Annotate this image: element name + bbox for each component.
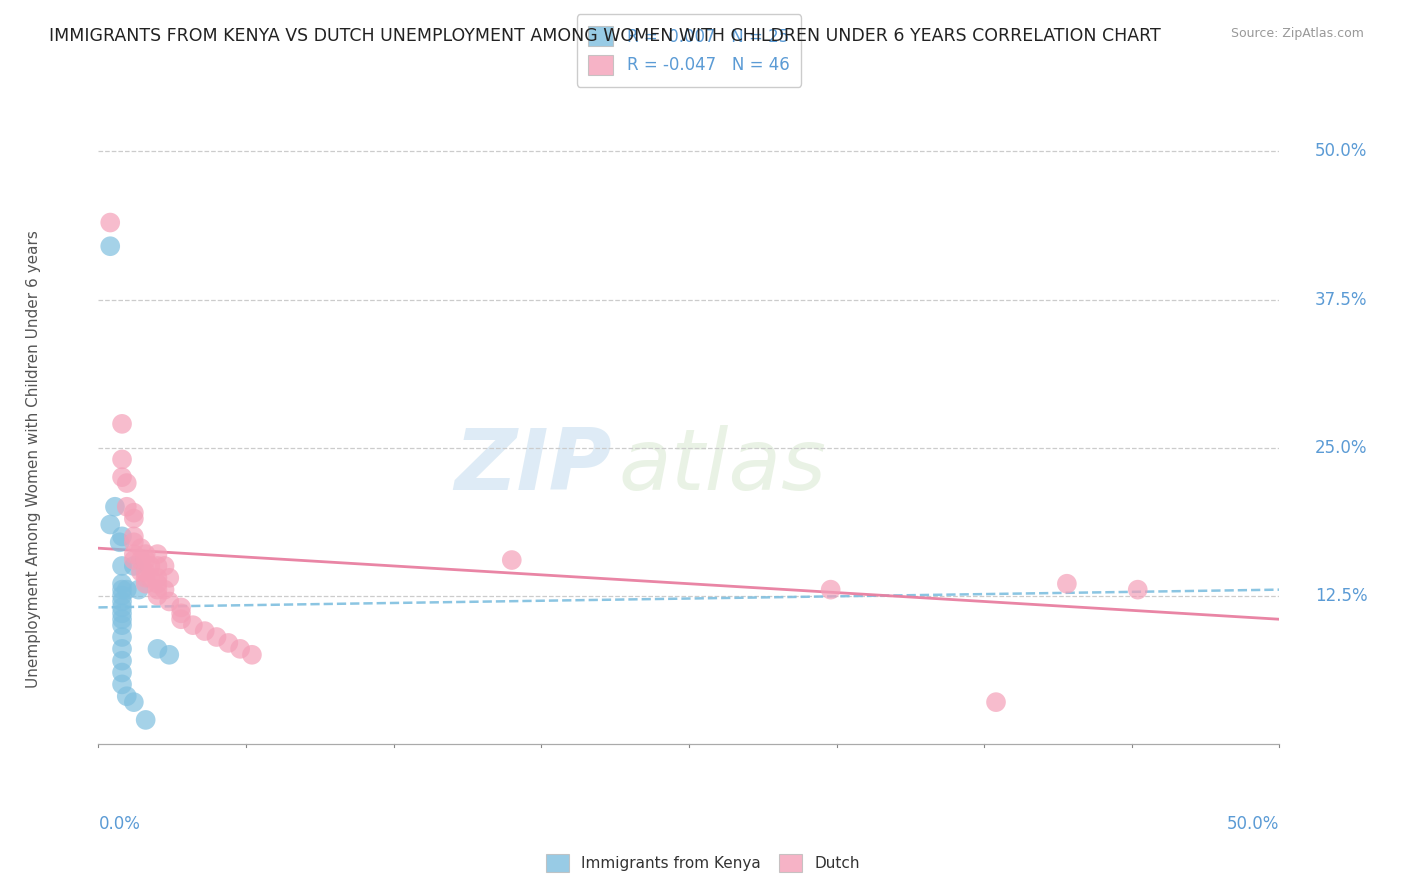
Point bbox=[146, 582, 169, 597]
Point bbox=[111, 641, 134, 656]
Point bbox=[111, 600, 134, 615]
Point bbox=[135, 713, 157, 727]
Point bbox=[146, 589, 169, 603]
Point bbox=[122, 547, 145, 561]
Text: ZIP: ZIP bbox=[454, 425, 612, 508]
Point bbox=[181, 618, 204, 632]
Point bbox=[170, 612, 193, 626]
Text: Source: ZipAtlas.com: Source: ZipAtlas.com bbox=[1230, 27, 1364, 40]
Point bbox=[111, 582, 134, 597]
Point bbox=[146, 571, 169, 585]
Point bbox=[122, 529, 145, 543]
Point bbox=[205, 630, 228, 644]
Point bbox=[111, 558, 134, 573]
Point bbox=[153, 582, 176, 597]
Text: IMMIGRANTS FROM KENYA VS DUTCH UNEMPLOYMENT AMONG WOMEN WITH CHILDREN UNDER 6 YE: IMMIGRANTS FROM KENYA VS DUTCH UNEMPLOYM… bbox=[49, 27, 1161, 45]
Point bbox=[111, 612, 134, 626]
Point bbox=[135, 565, 157, 579]
Point bbox=[122, 558, 145, 573]
Point bbox=[170, 607, 193, 621]
Point bbox=[984, 695, 1007, 709]
Point bbox=[129, 541, 152, 556]
Point bbox=[194, 624, 217, 639]
Point bbox=[217, 636, 239, 650]
Text: 0.0%: 0.0% bbox=[98, 814, 141, 832]
Legend: R =  0.007   N = 25, R = -0.047   N = 46: R = 0.007 N = 25, R = -0.047 N = 46 bbox=[576, 14, 801, 87]
Point bbox=[1126, 582, 1149, 597]
Point bbox=[115, 476, 138, 491]
Point bbox=[111, 630, 134, 644]
Point bbox=[111, 618, 134, 632]
Point bbox=[129, 565, 152, 579]
Text: 12.5%: 12.5% bbox=[1315, 587, 1368, 605]
Point bbox=[157, 648, 180, 662]
Point bbox=[111, 654, 134, 668]
Point bbox=[111, 470, 134, 484]
Point bbox=[111, 589, 134, 603]
Point bbox=[146, 576, 169, 591]
Point bbox=[111, 452, 134, 467]
Point bbox=[98, 239, 121, 253]
Point bbox=[111, 607, 134, 621]
Point bbox=[111, 529, 134, 543]
Text: Unemployment Among Women with Children Under 6 years: Unemployment Among Women with Children U… bbox=[25, 230, 41, 689]
Point bbox=[122, 506, 145, 520]
Point bbox=[240, 648, 263, 662]
Text: 50.0%: 50.0% bbox=[1227, 814, 1279, 832]
Point bbox=[157, 594, 180, 608]
Legend: Immigrants from Kenya, Dutch: Immigrants from Kenya, Dutch bbox=[538, 846, 868, 880]
Point bbox=[122, 553, 145, 567]
Point bbox=[146, 641, 169, 656]
Point bbox=[115, 690, 138, 704]
Point bbox=[139, 558, 162, 573]
Point bbox=[153, 558, 176, 573]
Point bbox=[122, 695, 145, 709]
Point bbox=[135, 576, 157, 591]
Point bbox=[157, 571, 180, 585]
Point bbox=[501, 553, 523, 567]
Text: atlas: atlas bbox=[619, 425, 827, 508]
Text: 37.5%: 37.5% bbox=[1315, 291, 1368, 309]
Point bbox=[115, 500, 138, 514]
Point bbox=[111, 594, 134, 608]
Point bbox=[170, 600, 193, 615]
Point bbox=[1056, 576, 1078, 591]
Point bbox=[111, 576, 134, 591]
Point bbox=[229, 641, 252, 656]
Point bbox=[111, 677, 134, 691]
Point bbox=[135, 553, 157, 567]
Point bbox=[108, 535, 131, 549]
Point bbox=[135, 547, 157, 561]
Point bbox=[122, 535, 145, 549]
Point bbox=[129, 553, 152, 567]
Point bbox=[122, 511, 145, 525]
Point bbox=[146, 558, 169, 573]
Point bbox=[98, 215, 121, 229]
Point bbox=[820, 582, 842, 597]
Point bbox=[111, 665, 134, 680]
Point bbox=[104, 500, 127, 514]
Point bbox=[115, 582, 138, 597]
Text: 50.0%: 50.0% bbox=[1315, 143, 1367, 161]
Point bbox=[111, 417, 134, 431]
Point bbox=[135, 571, 157, 585]
Point bbox=[98, 517, 121, 532]
Text: 25.0%: 25.0% bbox=[1315, 439, 1368, 457]
Point bbox=[139, 571, 162, 585]
Point bbox=[146, 547, 169, 561]
Point bbox=[128, 582, 150, 597]
